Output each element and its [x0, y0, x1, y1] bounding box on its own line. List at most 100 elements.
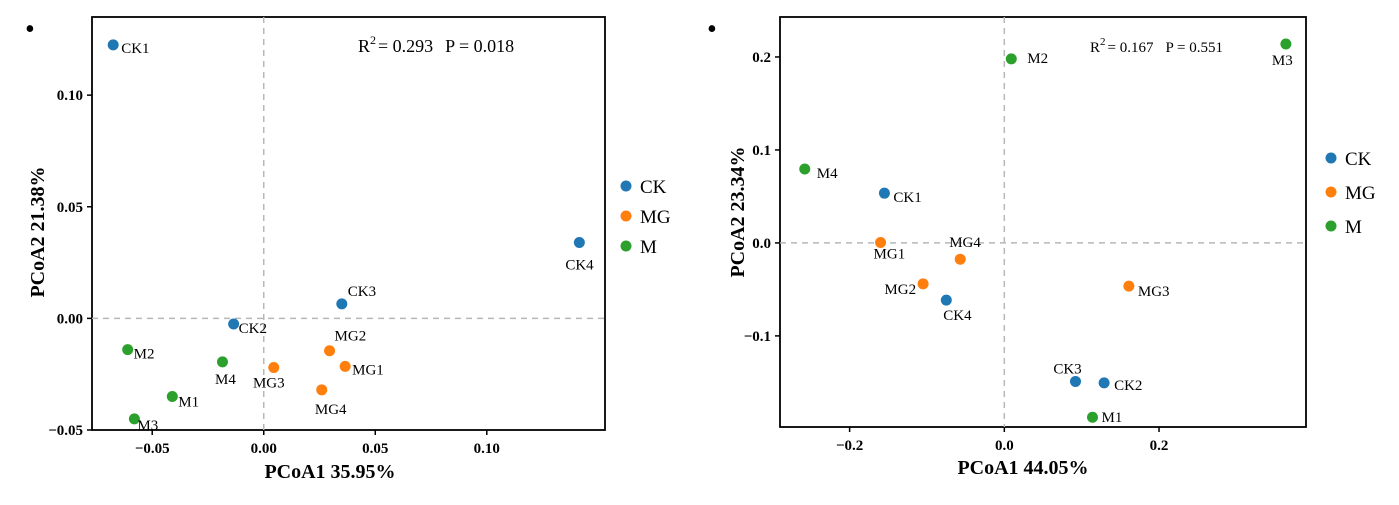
legend-label-mg: MG	[640, 207, 671, 228]
x-tick-label: −0.2	[836, 438, 863, 454]
plot-frame	[779, 16, 1307, 428]
legend-label-mg: MG	[1345, 183, 1376, 204]
reference-lines	[780, 17, 1306, 427]
legend-swatch-m	[1325, 220, 1337, 232]
data-points	[799, 38, 1292, 423]
x-axis-ticks: −0.2 0.0 0.2	[836, 427, 1168, 454]
point-m4	[799, 163, 811, 175]
y-tick-label: −0.1	[744, 329, 771, 345]
point-ck1	[107, 39, 119, 51]
y-tick-label: 0.1	[752, 143, 771, 159]
point-label-m4: M4	[215, 372, 236, 388]
y-axis-title: PCoA2 21.38%	[27, 166, 49, 297]
y-axis-title: PCoA2 23.34%	[727, 146, 749, 277]
x-tick-label: 0.00	[251, 441, 277, 457]
point-label-ck1: CK1	[121, 41, 149, 57]
permanova-annotation: R2 = 0.293 P = 0.018	[358, 33, 514, 56]
data-points	[107, 39, 585, 425]
y-tick-label: 0.0	[752, 236, 771, 252]
pcoa-panel-right: • −0.2 0.0 0.2 −0.1 0.0 0.1 0.2 CK1 CK2 CK3 CK4 M…	[707, 14, 1376, 479]
x-tick-label: 0.0	[995, 438, 1014, 454]
point-label-mg1: MG1	[352, 362, 384, 378]
y-tick-label: −0.05	[48, 423, 83, 439]
point-mg1	[339, 360, 351, 372]
legend-swatch-m	[620, 240, 632, 252]
pcoa-panel-left: • −0.05 0.00 0.05 0.10 −0.05 0.00 0.05 0.10 CK…	[25, 14, 671, 483]
point-label-mg2: MG2	[335, 329, 367, 345]
y-tick-label: 0.05	[57, 200, 83, 216]
x-axis-title: PCoA1 35.95%	[264, 461, 395, 483]
point-label-mg2: MG2	[884, 282, 916, 298]
point-label-mg1: MG1	[874, 246, 906, 262]
x-tick-label: −0.05	[135, 441, 170, 457]
point-ck2	[228, 318, 240, 330]
legend-label-ck: CK	[1345, 149, 1372, 170]
point-label-mg3: MG3	[1138, 284, 1170, 300]
point-m3	[128, 413, 140, 425]
legend-label-ck: CK	[640, 177, 667, 198]
point-mg1	[875, 236, 887, 248]
x-axis-ticks: −0.05 0.00 0.05 0.10	[135, 430, 500, 457]
point-label-ck2: CK2	[239, 321, 267, 337]
point-ck2	[1098, 377, 1110, 389]
panel-marker: •	[25, 14, 35, 45]
point-label-ck4: CK4	[943, 308, 972, 324]
legend-swatch-ck	[620, 180, 632, 192]
point-label-m3: M3	[137, 418, 158, 434]
point-label-m1: M1	[1102, 410, 1123, 426]
point-m1	[1087, 411, 1099, 423]
point-m3	[1280, 38, 1292, 50]
x-axis-title: PCoA1 44.05%	[957, 457, 1088, 479]
plot-frame	[91, 16, 606, 431]
x-tick-label: 0.2	[1150, 438, 1169, 454]
x-tick-label: 0.05	[362, 441, 388, 457]
point-mg2	[324, 345, 336, 357]
legend-swatch-ck	[1325, 152, 1337, 164]
legend-label-m: M	[640, 237, 657, 258]
point-label-ck4: CK4	[565, 257, 594, 273]
point-label-m3: M3	[1272, 53, 1293, 69]
point-label-mg4: MG4	[315, 402, 347, 418]
point-ck3	[336, 298, 348, 310]
point-ck4	[573, 236, 585, 248]
point-label-mg3: MG3	[253, 375, 285, 391]
point-label-m2: M2	[134, 347, 155, 363]
y-axis-ticks: −0.05 0.00 0.05 0.10	[48, 88, 92, 439]
point-label-ck1: CK1	[893, 190, 921, 206]
point-label-mg4: MG4	[949, 235, 981, 251]
point-label-ck3: CK3	[348, 284, 376, 300]
x-tick-label: 0.10	[474, 441, 500, 457]
legend-swatch-mg	[620, 210, 632, 222]
point-label-m1: M1	[178, 395, 199, 411]
point-ck1	[878, 187, 890, 199]
legend-label-m: M	[1345, 217, 1362, 238]
point-m4	[216, 356, 228, 368]
y-tick-label: 0.2	[752, 50, 771, 66]
panel-marker: •	[707, 14, 717, 45]
y-tick-label: 0.00	[57, 311, 83, 327]
point-ck4	[940, 294, 952, 306]
point-mg3	[1123, 280, 1135, 292]
legend: CK MG M	[1325, 149, 1376, 238]
point-mg2	[917, 278, 929, 290]
y-tick-label: 0.10	[57, 88, 83, 104]
point-mg4	[954, 253, 966, 265]
point-label-m2: M2	[1027, 51, 1048, 67]
point-m2	[122, 344, 134, 356]
reference-lines	[92, 17, 605, 430]
legend: CK MG M	[620, 177, 671, 258]
point-label-ck2: CK2	[1114, 378, 1142, 394]
point-labels: CK1 CK2 CK3 CK4 MG1 MG2 MG3 MG4 M1 M2 M3 M4	[817, 51, 1293, 426]
permanova-annotation: R2 = 0.167 P = 0.551	[1090, 36, 1223, 56]
point-labels: CK1 CK2 CK3 CK4 MG1 MG2 MG3 MG4 M1 M2 M3 M4	[121, 41, 594, 434]
point-mg3	[268, 361, 280, 373]
point-label-ck3: CK3	[1053, 361, 1081, 377]
point-mg4	[316, 384, 328, 396]
legend-swatch-mg	[1325, 186, 1337, 198]
y-axis-ticks: −0.1 0.0 0.1 0.2	[744, 50, 780, 345]
point-m1	[166, 391, 178, 403]
point-ck3	[1069, 375, 1081, 387]
point-label-m4: M4	[817, 166, 838, 182]
point-m2	[1005, 53, 1017, 65]
